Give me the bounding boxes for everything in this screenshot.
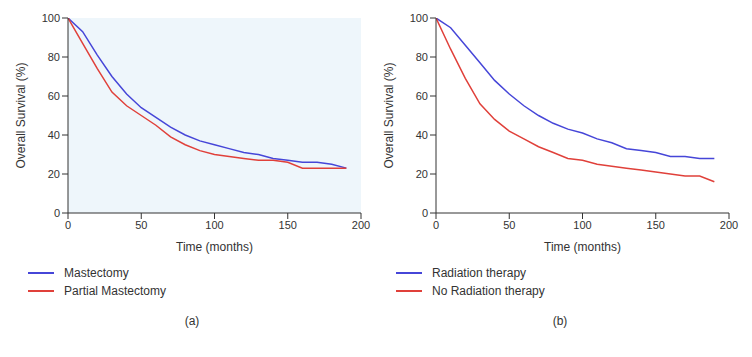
svg-text:0: 0 bbox=[433, 219, 439, 231]
svg-text:50: 50 bbox=[135, 219, 147, 231]
svg-text:0: 0 bbox=[422, 207, 428, 219]
html-text:No Radiation therapy: No Radiation therapy bbox=[432, 284, 545, 298]
svg-text:60: 60 bbox=[48, 90, 60, 102]
svg-text:150: 150 bbox=[647, 219, 665, 231]
html-text:Mastectomy: Mastectomy bbox=[64, 266, 129, 280]
svg-text:Time (months): Time (months) bbox=[544, 240, 621, 254]
svg-text:100: 100 bbox=[410, 12, 428, 24]
svg-text:80: 80 bbox=[416, 51, 428, 63]
html-text:(b): (b) bbox=[552, 314, 568, 328]
svg-text:150: 150 bbox=[279, 219, 297, 231]
svg-text:Time (months): Time (months) bbox=[176, 240, 253, 254]
html-text:Radiation therapy: Radiation therapy bbox=[432, 266, 527, 280]
svg-text:100: 100 bbox=[573, 219, 591, 231]
svg-text:Overall Survival (%): Overall Survival (%) bbox=[14, 62, 28, 168]
svg-text:100: 100 bbox=[42, 12, 60, 24]
svg-text:20: 20 bbox=[48, 168, 60, 180]
svg-text:200: 200 bbox=[720, 219, 738, 231]
svg-text:20: 20 bbox=[416, 168, 428, 180]
svg-text:40: 40 bbox=[416, 129, 428, 141]
svg-text:0: 0 bbox=[65, 219, 71, 231]
svg-text:60: 60 bbox=[416, 90, 428, 102]
svg-text:0: 0 bbox=[54, 207, 60, 219]
svg-text:100: 100 bbox=[205, 219, 223, 231]
svg-text:80: 80 bbox=[48, 51, 60, 63]
html-text:(a): (a) bbox=[184, 314, 200, 328]
svg-text:200: 200 bbox=[352, 219, 370, 231]
html-text:Partial Mastectomy: Partial Mastectomy bbox=[64, 284, 166, 298]
svg-text:Overall Survival (%): Overall Survival (%) bbox=[382, 62, 396, 168]
svg-text:50: 50 bbox=[503, 219, 515, 231]
svg-text:40: 40 bbox=[48, 129, 60, 141]
